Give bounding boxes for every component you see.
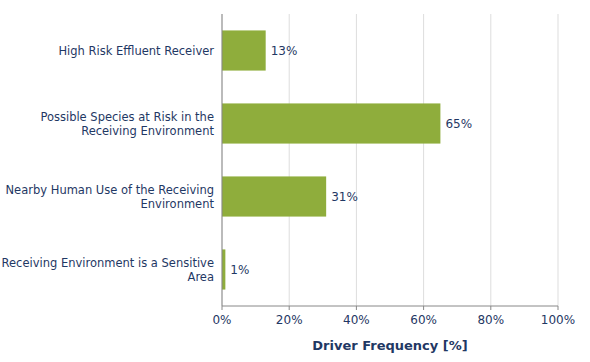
chart-svg: 0% 20% 40% 60% 80% 100% 1% 31% 65% 13% Receiving E…	[0, 0, 590, 362]
category-label-line: Possible Species at Risk in the	[40, 110, 214, 124]
page: {"chart_data": {"type": "bar", "orientat…	[0, 0, 590, 362]
category-label-line: High Risk Effluent Receiver	[58, 44, 214, 58]
tick-label: 100%	[541, 313, 575, 327]
data-label: 31%	[331, 190, 358, 204]
category-label-line: Environment	[141, 197, 215, 211]
tick-mark	[558, 306, 559, 310]
tick-label: 0%	[212, 313, 231, 327]
bar	[222, 30, 266, 70]
data-label: 65%	[445, 117, 472, 131]
bars	[222, 30, 440, 289]
data-labels: 1% 31% 65% 13%	[230, 44, 472, 277]
chart-container: 0% 20% 40% 60% 80% 100% 1% 31% 65% 13% Receiving E…	[0, 0, 590, 362]
grid-line	[222, 14, 223, 306]
category-label: Receiving Environment is a SensitiveArea	[2, 256, 214, 284]
grid-line	[490, 14, 491, 306]
tick-mark	[222, 306, 223, 310]
tick-mark	[490, 306, 491, 310]
tick-label: 20%	[276, 313, 303, 327]
x-axis-line	[222, 306, 558, 307]
category-label: Nearby Human Use of the ReceivingEnviron…	[6, 183, 215, 211]
y-axis: Receiving Environment is a SensitiveArea…	[2, 44, 215, 284]
grid	[222, 14, 558, 306]
grid-line	[356, 14, 357, 306]
grid-line	[423, 14, 424, 306]
bar	[222, 103, 440, 143]
category-label-line: Area	[188, 270, 214, 284]
tick-label: 60%	[410, 313, 437, 327]
grid-line	[289, 14, 290, 306]
tick-mark	[289, 306, 290, 310]
category-label: High Risk Effluent Receiver	[58, 44, 214, 58]
data-label: 13%	[271, 44, 298, 58]
category-label-line: Receiving Environment is a Sensitive	[2, 256, 214, 270]
x-axis: 0% 20% 40% 60% 80% 100%	[212, 306, 575, 327]
tick-mark	[423, 306, 424, 310]
tick-mark	[356, 306, 357, 310]
grid-line	[558, 14, 559, 306]
category-label: Possible Species at Risk in theReceiving…	[40, 110, 214, 138]
tick-label: 80%	[477, 313, 504, 327]
bar	[222, 176, 326, 216]
bar	[222, 249, 225, 289]
x-axis-title: Driver Frequency [%]	[312, 338, 467, 353]
tick-label: 40%	[343, 313, 370, 327]
category-label-line: Receiving Environment	[81, 124, 214, 138]
y-axis-line	[222, 14, 223, 306]
category-label-line: Nearby Human Use of the Receiving	[6, 183, 214, 197]
data-label: 1%	[230, 263, 249, 277]
